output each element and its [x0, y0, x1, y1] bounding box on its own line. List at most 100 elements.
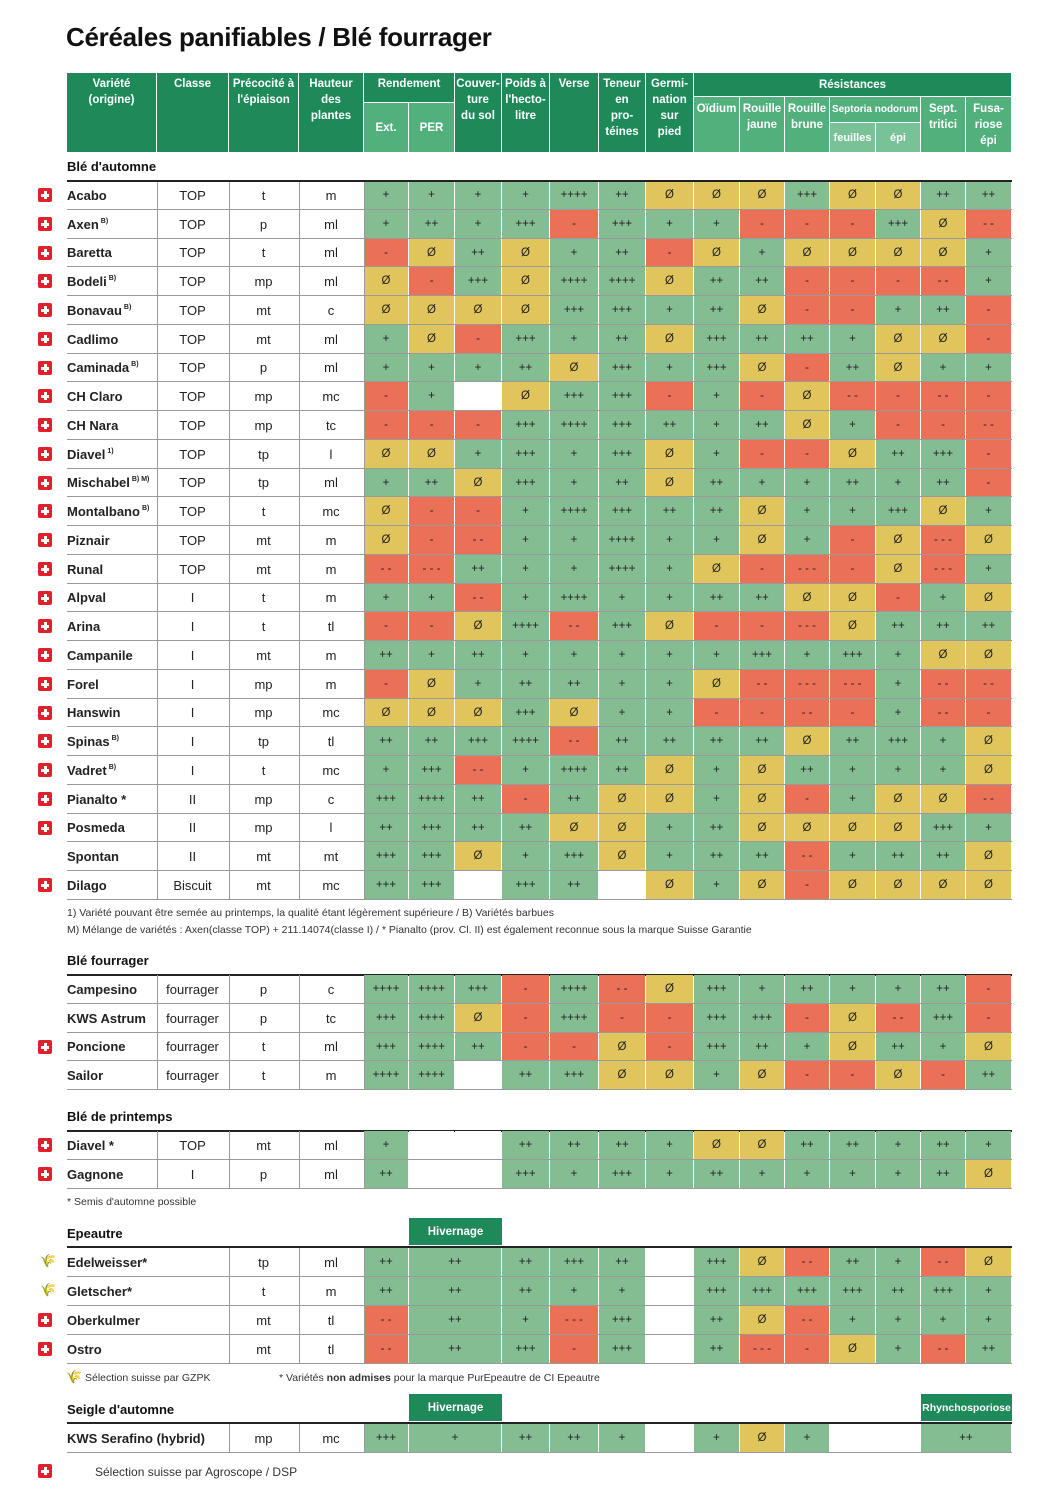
rating-cell: + [502, 756, 549, 784]
rating-cell: - - - [409, 555, 454, 583]
rating-cell: + [646, 210, 693, 238]
height-cell: l [329, 820, 333, 835]
earliness-cell: mt [256, 302, 271, 318]
col-header-hectolitre-weight: Poids à l'hecto- litre [502, 73, 549, 152]
rating-cell: - [740, 555, 784, 583]
rating-cell: ++ [646, 497, 693, 525]
variety-name: Spinas B) [67, 727, 157, 755]
rating-cell: +++ [921, 1277, 965, 1305]
swiss-flag-icon [38, 1342, 52, 1356]
variety-name-text: Cadlimo [67, 331, 119, 347]
rating-cell: +++ [599, 1306, 645, 1334]
rating-cell: + [785, 1424, 829, 1452]
column-divider [299, 440, 300, 469]
variety-name: Bodeli B) [67, 267, 157, 295]
column-divider [299, 239, 300, 267]
height-cell: mc [322, 388, 340, 404]
rating-cell: Ø [694, 670, 739, 698]
rating-cell: - [966, 975, 1011, 1003]
variety-name: Acabo [67, 181, 157, 209]
rating-cell: - [599, 1004, 645, 1032]
rating-cell: Ø [364, 440, 408, 468]
row-divider [67, 1032, 1012, 1033]
rating-cell: ++ [502, 814, 549, 841]
height-cell: tc [325, 1010, 337, 1026]
variety-footnote-mark: B) M) [131, 476, 150, 483]
rating-cell: ++ [921, 1424, 1011, 1452]
column-divider [157, 699, 158, 727]
rating-cell: ++ [921, 612, 965, 640]
rating-cell: - - [921, 1335, 965, 1363]
rating-cell: - [409, 411, 454, 439]
rating-cell: + [646, 354, 693, 381]
section-title: Epeautre [67, 1226, 123, 1241]
variety-name-text: Spinas [67, 733, 110, 749]
column-divider [364, 1131, 365, 1160]
rating-cell: - - [966, 785, 1011, 813]
row-divider [67, 1159, 1012, 1160]
variety-name-text: Montalbano [67, 503, 140, 519]
class-cell: TOP [179, 475, 206, 490]
row-divider [67, 669, 1012, 670]
section-title: Blé de printemps [67, 1109, 173, 1124]
column-divider [364, 842, 365, 871]
height-cell: tl [327, 1341, 335, 1357]
height-cell: m [325, 647, 337, 663]
rating-cell: ++ [502, 1061, 549, 1089]
earliness-cell: t [261, 503, 266, 519]
rating-cell: - [785, 210, 829, 238]
rating-cell: + [921, 756, 965, 784]
row-divider [67, 755, 1012, 756]
rating-cell: ++ [599, 325, 645, 353]
rating-cell: ++ [364, 641, 408, 669]
variety-name: Diavel 1) [67, 440, 157, 468]
col-header-ext: Ext. [364, 103, 408, 152]
rating-cell: +++ [740, 1004, 784, 1032]
rating-cell: +++ [740, 1277, 784, 1305]
rating-cell: Ø [455, 842, 501, 870]
column-divider [157, 842, 158, 871]
column-divider [364, 1061, 365, 1090]
rating-cell: +++ [550, 296, 598, 324]
variety-name: Caminada B) [67, 354, 157, 381]
rating-cell: - [502, 1004, 549, 1032]
rating-cell: + [364, 210, 408, 238]
column-divider [299, 354, 300, 382]
column-divider [157, 354, 158, 382]
variety-name: Runal [67, 555, 157, 583]
rating-cell: Ø [364, 296, 408, 324]
column-divider [364, 641, 365, 670]
rating-cell: Ø [785, 239, 829, 266]
rating-cell: - [785, 785, 829, 813]
row-divider [67, 583, 1012, 584]
rating-cell: +++ [364, 1424, 408, 1452]
rating-cell: + [646, 555, 693, 583]
earliness-cell: mt [256, 532, 271, 548]
column-divider [364, 1033, 365, 1061]
legend-text-part: * Variétés [279, 1372, 327, 1384]
variety-name: Gletscher* [67, 1283, 133, 1299]
rating-cell: Ø [785, 814, 829, 841]
column-divider [364, 871, 365, 900]
rating-cell: ++ [599, 1248, 645, 1276]
height-cell: m [325, 532, 337, 548]
rating-cell: Ø [966, 1248, 1011, 1276]
section-title: Seigle d'automne [67, 1402, 175, 1417]
rating-cell: - - [966, 411, 1011, 439]
rating-cell: - [740, 612, 784, 640]
column-divider [157, 756, 158, 785]
rating-cell: Ø [966, 871, 1011, 899]
column-divider [299, 1061, 300, 1090]
column-divider [157, 440, 158, 469]
column-divider [364, 756, 365, 785]
rating-cell: ++ [455, 555, 501, 583]
swiss-flag-icon [38, 821, 52, 835]
variety-footnote-mark: B) [131, 361, 139, 368]
rating-cell: +++ [599, 440, 645, 468]
earliness-cell: mt [256, 647, 271, 663]
rating-cell: Ø [409, 440, 454, 468]
row-divider [67, 1060, 1012, 1061]
rating-cell: +++ [599, 497, 645, 525]
variety-name-text: Acabo [67, 187, 107, 203]
rating-cell: +++ [502, 1335, 549, 1363]
